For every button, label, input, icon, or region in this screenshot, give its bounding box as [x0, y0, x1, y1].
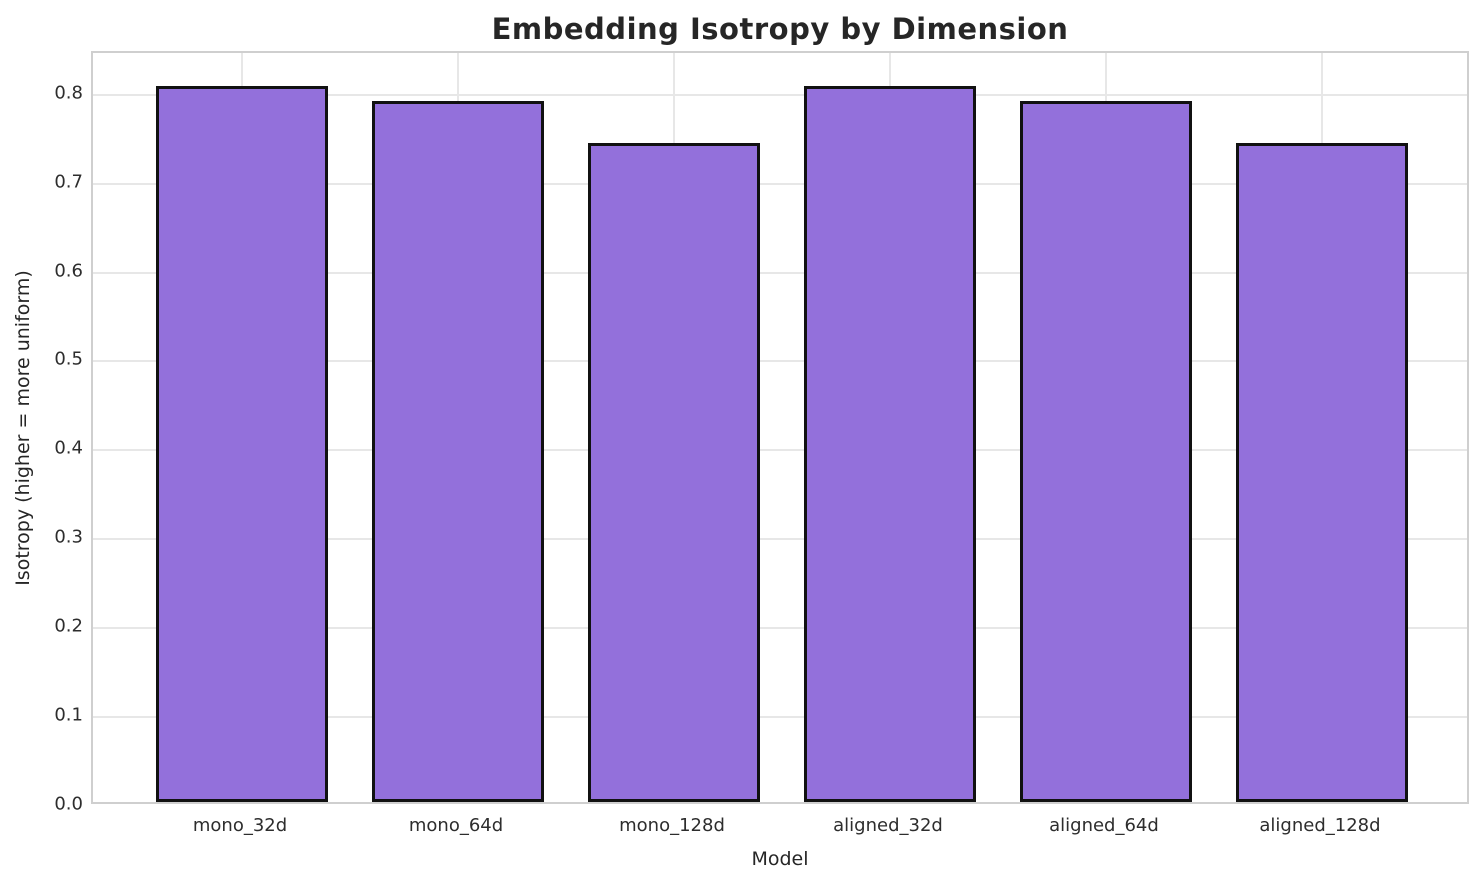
bar — [371, 101, 545, 802]
y-tick-label: 0.6 — [54, 260, 83, 282]
y-axis-label: Isotropy (higher = more uniform) — [12, 270, 34, 586]
gridline-horizontal — [93, 271, 1467, 274]
x-axis-label: Model — [751, 848, 809, 870]
y-tick-label: 0.2 — [54, 615, 83, 637]
bar — [1235, 143, 1409, 802]
gridline-horizontal — [93, 627, 1467, 630]
gridline-horizontal — [93, 93, 1467, 96]
gridline-horizontal — [93, 449, 1467, 452]
x-tick-label: aligned_32d — [833, 815, 943, 836]
chart-title: Embedding Isotropy by Dimension — [491, 12, 1069, 46]
gridline-horizontal — [93, 360, 1467, 363]
y-tick-label: 0.0 — [54, 793, 83, 815]
x-tick-label: aligned_128d — [1259, 815, 1381, 836]
bar — [155, 86, 329, 802]
bar — [587, 143, 761, 802]
y-tick-label: 0.5 — [54, 348, 83, 370]
y-tick-label: 0.7 — [54, 171, 83, 193]
bar — [803, 86, 977, 802]
gridline-horizontal — [93, 182, 1467, 185]
x-tick-label: aligned_64d — [1049, 815, 1159, 836]
x-tick-label: mono_64d — [408, 815, 504, 836]
gridline-horizontal — [93, 538, 1467, 541]
x-tick-label: mono_32d — [192, 815, 288, 836]
y-tick-label: 0.1 — [54, 704, 83, 726]
gridline-horizontal — [93, 716, 1467, 719]
y-tick-label: 0.4 — [54, 437, 83, 459]
plot-area — [91, 51, 1469, 804]
bar — [1019, 101, 1193, 802]
y-tick-label: 0.3 — [54, 526, 83, 548]
x-tick-label: mono_128d — [619, 815, 725, 836]
y-tick-label: 0.8 — [54, 82, 83, 104]
